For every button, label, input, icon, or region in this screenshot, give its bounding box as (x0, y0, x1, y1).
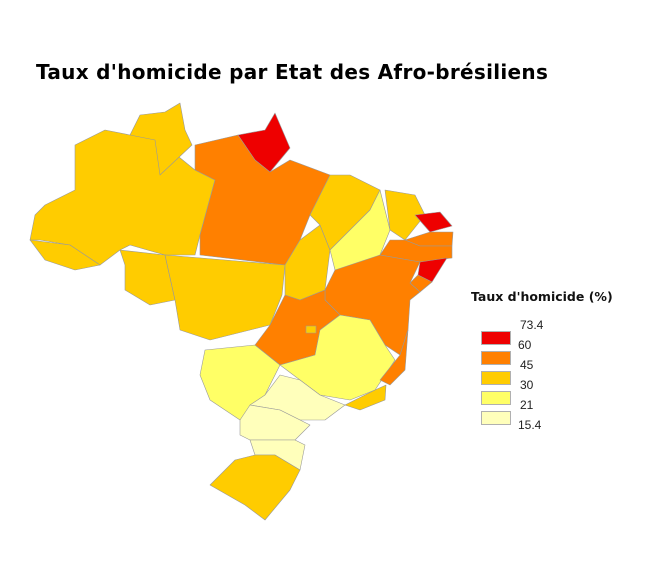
legend-swatch-yellow (481, 391, 511, 405)
state-pa (194, 134, 331, 266)
legend-swatch-orange (481, 351, 511, 365)
state-mg (279, 314, 396, 401)
legend-break: 15.4 (518, 418, 542, 432)
legend-swatch-gold (481, 371, 511, 385)
state-rn (414, 211, 453, 233)
state-ce (384, 189, 426, 241)
state-rr (129, 102, 193, 176)
legend-swatch-red (481, 331, 511, 345)
legend-break: 73.4 (520, 318, 544, 332)
map-title: Taux d'homicide par Etat des Afro-brésil… (36, 60, 549, 84)
legend-break: 21 (520, 398, 534, 412)
state-rj (344, 384, 387, 411)
state-es (379, 329, 409, 386)
legend-swatch-pale (481, 411, 511, 425)
state-df (305, 325, 317, 334)
state-mt (164, 254, 286, 341)
legend-break: 60 (518, 338, 532, 352)
state-pr (239, 404, 311, 441)
legend-break: 45 (520, 358, 534, 372)
state-rs (209, 454, 301, 521)
legend-title: Taux d'homicide (%) (471, 289, 613, 304)
state-ac (29, 239, 101, 271)
legend-break: 30 (520, 378, 534, 392)
